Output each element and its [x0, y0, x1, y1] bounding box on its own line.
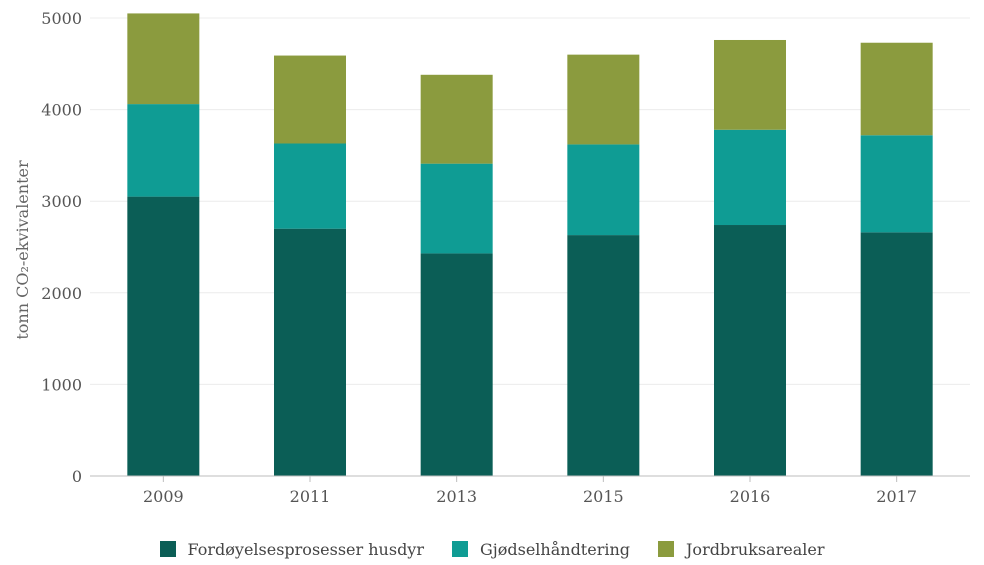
y-tick-label: 4000 [41, 101, 82, 120]
legend-swatch [159, 541, 176, 557]
legend: Fordøyelsesprosesser husdyr Gjødselhåndte… [0, 534, 984, 564]
bar-segment [567, 54, 640, 145]
bar-segment [127, 196, 200, 476]
bar-segment [567, 235, 640, 476]
bar-segment [420, 163, 493, 254]
y-axis-title: tonn CO₂-ekvivalenter [13, 160, 32, 340]
y-tick-label: 1000 [41, 375, 82, 394]
bar-segment [860, 135, 933, 233]
bar-segment [860, 232, 933, 476]
bar-segment [274, 55, 346, 144]
bars [127, 13, 933, 476]
x-tick-label: 2015 [583, 487, 624, 506]
bar-segment [127, 104, 200, 197]
stacked-bar-chart: 0 1000 2000 3000 4000 5000 2009 2011 2013 2015 201… [13, 9, 970, 506]
bar-segment [127, 13, 200, 105]
x-tick-label: 2011 [290, 487, 331, 506]
bar-segment [420, 74, 493, 164]
y-tick-label: 0 [72, 467, 82, 486]
bar-segment [274, 228, 346, 476]
legend-swatch [452, 541, 468, 557]
y-tick-label: 5000 [41, 9, 82, 28]
bar-segment [860, 42, 933, 136]
legend-label: Fordøyelsesprosesser husdyr [187, 539, 424, 559]
gridlines [90, 17, 970, 385]
bar-segment [714, 129, 786, 226]
legend-item: Fordøyelsesprosesser husdyr [159, 539, 424, 559]
x-tick-label: 2009 [143, 487, 184, 506]
legend-label: Jordbruksarealer [686, 539, 825, 559]
legend-item: Gjødselhåndtering [452, 540, 630, 559]
legend-swatch [658, 541, 675, 557]
x-tick-label: 2017 [876, 487, 917, 506]
axes: 0 1000 2000 3000 4000 5000 2009 2011 2013 2015 201… [41, 9, 970, 506]
x-tick-label: 2016 [730, 487, 771, 506]
bar-segment [274, 143, 346, 229]
bar-segment [567, 144, 640, 236]
y-tick-label: 3000 [41, 192, 82, 211]
legend-label: Gjødselhåndtering [480, 539, 631, 559]
legend-item: Jordbruksarealer [658, 540, 824, 559]
bar-segment [420, 253, 493, 476]
bar-segment [714, 39, 786, 130]
x-tick-label: 2013 [436, 487, 477, 506]
bar-segment [714, 225, 786, 476]
y-tick-label: 2000 [41, 284, 82, 303]
